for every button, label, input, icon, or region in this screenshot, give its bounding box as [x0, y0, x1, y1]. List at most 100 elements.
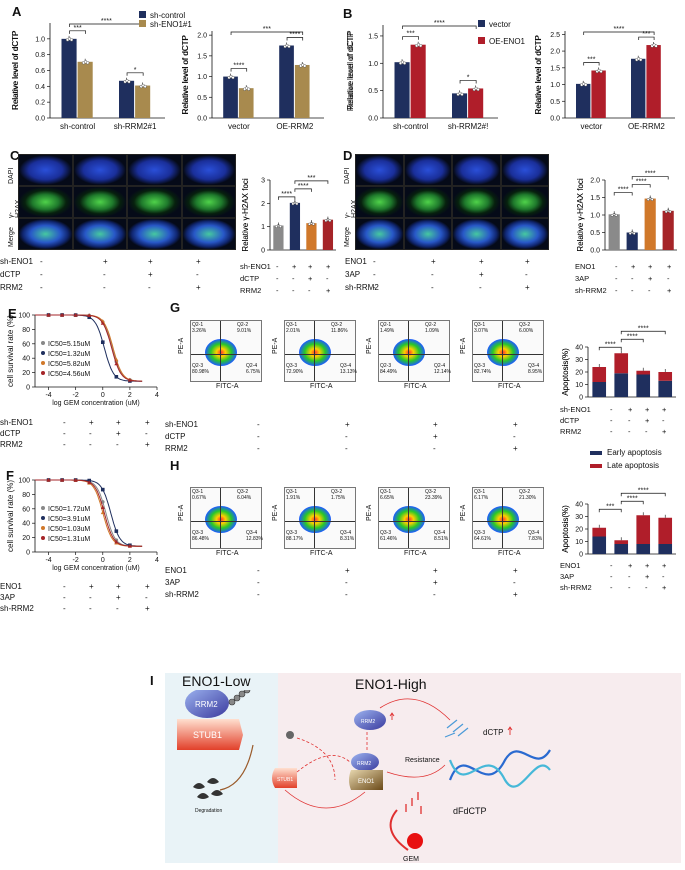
- chart-a-left-dot: [86, 61, 90, 65]
- ylabel: Relative γ-H2AX foci: [241, 178, 250, 252]
- chart-d-sig-label: ****: [636, 179, 647, 186]
- chart-g-apoptosis: 010203040Apoptosis(%)************Apoptos…: [561, 325, 676, 402]
- chart-f-point: [46, 478, 51, 482]
- panel-e-condition-value: -: [116, 440, 119, 449]
- facs-g-quadrant: Q2-1 1.49%: [380, 322, 394, 334]
- chart-h-bar-early: [636, 544, 651, 554]
- panel-g-condition-value: +: [433, 432, 438, 441]
- chart-a-right-sig-label: ****: [233, 63, 244, 70]
- gem-label: GEM: [403, 856, 419, 863]
- panel-d-bar-condition-value: -: [615, 274, 618, 283]
- chart-b-left-ylabel: Relative level of dCTP: [346, 32, 355, 111]
- facs-h-plot: Q3-1 6.65% Q3-2 23.39% Q3-3 61.46% Q3-4 8.51%: [378, 487, 450, 549]
- chart-b-left-sig-label: *: [467, 74, 470, 81]
- chart-f-point: [100, 505, 105, 509]
- panel-c-condition-name: dCTP: [0, 270, 21, 279]
- facs-g-quadrant: Q2-2 1.09%: [425, 322, 439, 334]
- chart-b-right-ytick-label: 0.5: [550, 99, 560, 106]
- facs-h-quadrant-name: Q3-4: [340, 530, 352, 536]
- chart-e-ytick-label: 80: [22, 327, 30, 334]
- panel-h-bar-condition-value: +: [662, 561, 667, 570]
- panel-c-condition-value: -: [40, 283, 43, 292]
- panel-c-image-dapi: [72, 154, 127, 186]
- facs-h-ylabel: PE-A: [272, 504, 279, 521]
- chart-b-right-ytick-label: 2.0: [550, 49, 560, 56]
- panel-label-i: I: [150, 673, 154, 688]
- facs-g-quadrant: Q2-2 9.01%: [237, 322, 251, 334]
- panel-c-image-merge: [181, 218, 236, 250]
- facs-h-quadrant-value: 1.75%: [331, 495, 346, 501]
- chart-e-point: [114, 374, 119, 379]
- ylabel: Relative level of dCTP: [11, 30, 20, 109]
- panel-c-condition-value: -: [196, 270, 199, 279]
- panel-c-condition-value: +: [196, 257, 201, 266]
- chart-a-right-sig-bracket: [286, 37, 304, 41]
- chart-b-left-bar: [452, 93, 468, 118]
- facs-g-gate-h: [285, 354, 355, 355]
- facs-g-quadrant: Q3-3 82.74%: [474, 363, 491, 375]
- chart-c-dot: [328, 219, 332, 223]
- facs-h-quadrant: Q3-3 61.46%: [380, 530, 397, 542]
- panel-d-condition-name: 3AP: [345, 270, 361, 279]
- facs-g-quadrant-value: 84.49%: [380, 369, 397, 375]
- panel-e-condition-value: -: [145, 429, 148, 438]
- chart-f-legend-marker: [41, 536, 45, 540]
- panel-c-condition-value: -: [103, 270, 106, 279]
- panel-c-bar-condition-value: -: [292, 274, 295, 283]
- panel-d-bar-condition-value: +: [667, 286, 672, 295]
- chart-d-sig-bracket: [631, 184, 651, 188]
- panel-c-image-dapi: [18, 154, 73, 186]
- legend-a: sh-control sh-ENO1#1: [139, 11, 192, 29]
- facs-h-quadrant-value: 21.30%: [519, 495, 536, 501]
- chart-g-bar-early: [614, 373, 629, 397]
- stub1-shape-low: [177, 719, 243, 750]
- chart-e-legend-label: IC50=5.15uM: [48, 341, 90, 348]
- chart-e-legend-marker: [41, 361, 45, 365]
- panel-d-condition-value: -: [431, 283, 434, 292]
- panel-g-condition-value: -: [257, 420, 260, 429]
- panel-g-condition-name: dCTP: [165, 432, 186, 441]
- legend-gh: Early apoptosis Late apoptosis: [590, 446, 662, 472]
- chart-h-sig-bracket: [620, 492, 666, 497]
- dfdctp-molecules-icon: [405, 792, 422, 814]
- chart-b-right-category-label: OE-RRM2: [628, 122, 665, 131]
- chart-a-left-bar: [61, 38, 77, 118]
- chart-e-ytick-label: 20: [22, 370, 30, 377]
- chart-g-sig-bracket: [620, 330, 666, 335]
- panel-d-image-dapi: [500, 154, 549, 186]
- chart-a-right-sig-label: ****: [289, 32, 300, 39]
- chart-a-left-sig-label: *: [134, 67, 137, 74]
- panel-h-condition-name: ENO1: [165, 566, 187, 575]
- chart-a-right-ytick-label: 0.5: [197, 95, 207, 102]
- panel-h-bar-condition-value: +: [645, 561, 650, 570]
- facs-g-quadrant-name: Q2-1: [192, 322, 204, 328]
- chart-c-sig-bracket: [278, 196, 296, 200]
- panel-label-a: A: [12, 4, 22, 19]
- facs-h-quadrant-name: Q3-3: [192, 530, 204, 536]
- facs-g-quadrant-value: 6.00%: [519, 328, 534, 334]
- chart-a-right-ytick-label: 1.5: [197, 53, 207, 60]
- chart-a-right-bar: [238, 88, 254, 118]
- panel-d-bar-condition-name: sh-RRM2: [575, 286, 607, 295]
- panel-d-image-merge: [355, 218, 404, 250]
- eno1-shape: [349, 770, 383, 790]
- facs-h-quadrant-value: 6.04%: [237, 495, 252, 501]
- chart-d-bar: [662, 210, 674, 250]
- chart-g-ylabel: Apoptosis(%): [561, 348, 570, 396]
- chart-g-bar-early: [658, 380, 673, 397]
- chart-c-dot: [295, 202, 299, 206]
- panel-h-bar-condition-value: -: [628, 572, 631, 581]
- panel-c-condition-value: +: [148, 270, 153, 279]
- chart-a-left: 0.0 0.2 0.4 0.6 0.8 1.0 Relative level of dCTP…: [11, 18, 165, 131]
- chart-a-left-bar: [119, 80, 135, 118]
- panel-g-bar-condition-value: +: [645, 405, 650, 414]
- panel-c-image-merge: [72, 218, 127, 250]
- chart-g-bar-late: [592, 367, 607, 382]
- panel-f-condition-value: -: [145, 593, 148, 602]
- facs-h-quadrant-value: 1.91%: [286, 495, 301, 501]
- chart-g-bar-early: [592, 382, 607, 397]
- chart-b-right-category-label: vector: [581, 122, 603, 131]
